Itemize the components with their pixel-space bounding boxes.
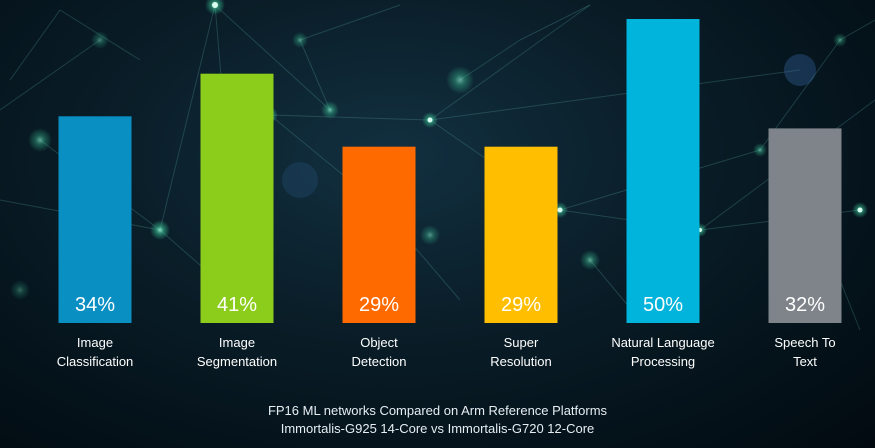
bar-value-label-5: 32% xyxy=(785,294,825,316)
chart-caption: FP16 ML networks Compared on Arm Referen… xyxy=(0,402,875,438)
category-label-5: Speech To Text xyxy=(774,335,835,369)
bar-value-label-4: 50% xyxy=(643,294,683,316)
bar-1 xyxy=(200,73,274,323)
bar-value-label-3: 29% xyxy=(501,294,541,316)
bar-value-label-0: 34% xyxy=(75,294,115,316)
category-label-2: Object Detection xyxy=(352,335,407,369)
bar-5 xyxy=(768,128,842,323)
data-labels: 34% 41% 29% 29% 50% 32% xyxy=(75,294,825,316)
category-label-1: Image Segmentation xyxy=(197,335,277,369)
category-label-3: Super Resolution xyxy=(490,335,551,369)
bar-value-label-1: 41% xyxy=(217,294,257,316)
category-label-4: Natural Language Processing xyxy=(611,335,714,369)
bar-0 xyxy=(58,116,132,323)
bars xyxy=(58,19,842,323)
category-label-0: Image Classification xyxy=(57,335,134,369)
caption-line-2: Immortalis-G925 14-Core vs Immortalis-G7… xyxy=(280,421,595,436)
category-labels: Image Classification Image Segmentation Obje… xyxy=(57,335,836,369)
bar-3 xyxy=(484,146,558,323)
bar-2 xyxy=(342,146,416,323)
bar-value-label-2: 29% xyxy=(359,294,399,316)
caption-line-1: FP16 ML networks Compared on Arm Referen… xyxy=(267,403,608,418)
bar-4 xyxy=(626,19,700,323)
